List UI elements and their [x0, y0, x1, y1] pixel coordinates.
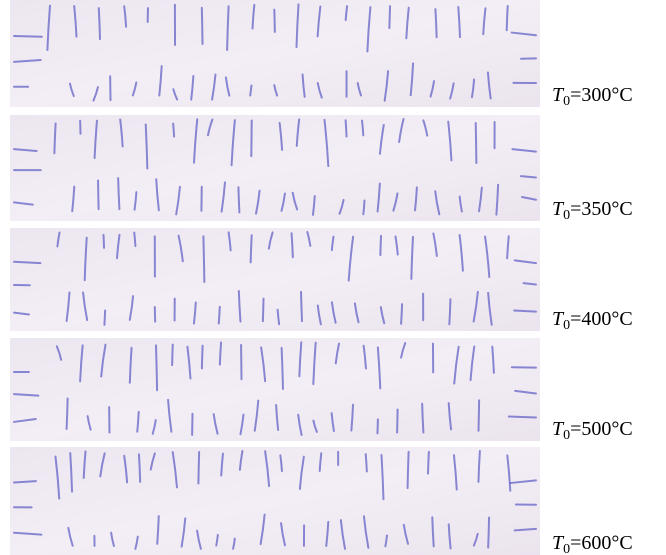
specimen-photo: [10, 228, 540, 331]
crack: [103, 235, 104, 248]
crack: [118, 178, 119, 209]
crack: [99, 8, 100, 39]
temperature-label: T0=500°C: [552, 418, 633, 443]
crack: [449, 299, 450, 324]
crack: [363, 200, 364, 214]
value: =350°C: [570, 198, 633, 220]
crack: [98, 180, 99, 209]
edge-crack: [509, 416, 536, 417]
edge-crack: [14, 262, 40, 263]
temperature-label: T0=400°C: [552, 308, 633, 333]
crack: [104, 311, 105, 325]
crack: [139, 454, 140, 482]
crack: [401, 304, 402, 324]
crack: [202, 8, 203, 44]
subscript: 0: [563, 428, 570, 443]
crack: [202, 346, 203, 369]
crack: [478, 400, 479, 430]
crack: [172, 345, 173, 365]
crack: [238, 187, 239, 212]
crack: [220, 342, 221, 364]
specimen-photo: [10, 447, 540, 555]
crack: [380, 236, 381, 255]
subscript: 0: [563, 318, 570, 333]
crack: [366, 454, 367, 471]
temperature-label: T0=600°C: [552, 532, 633, 555]
crack: [198, 452, 199, 484]
crack: [134, 233, 135, 247]
crack: [292, 233, 293, 257]
crack: [362, 121, 363, 136]
crack: [263, 299, 264, 322]
crack: [488, 518, 489, 548]
specimen-photo: [10, 115, 540, 221]
crack: [346, 120, 347, 136]
crack: [435, 9, 436, 37]
crack: [282, 348, 283, 389]
crack: [250, 85, 251, 95]
page: T0=300°C T0=350°C T0=400°C T0=500°C T0=600°C…: [0, 0, 666, 555]
crack: [203, 236, 204, 282]
crack: [173, 124, 174, 137]
crack: [67, 399, 68, 429]
figure: T0=300°C T0=350°C T0=400°C T0=500°C T0=600°C: [0, 0, 666, 555]
crack: [422, 404, 423, 433]
edge-crack: [524, 283, 536, 284]
specimen-photo: [10, 338, 540, 441]
temperature-label: T0=350°C: [552, 198, 633, 223]
crack: [476, 123, 477, 163]
subscript: 0: [563, 542, 570, 555]
crack: [54, 124, 55, 154]
crack: [251, 235, 252, 262]
subscript: 0: [563, 208, 570, 223]
specimen-photo: [10, 0, 540, 107]
crack: [507, 6, 508, 30]
edge-crack: [14, 36, 42, 37]
value: =400°C: [570, 308, 633, 330]
crack: [274, 10, 275, 32]
crack: [408, 452, 409, 488]
edge-crack: [514, 311, 536, 312]
specimen-plate: [10, 447, 540, 555]
edge-crack: [521, 176, 536, 177]
value: =500°C: [570, 418, 633, 440]
value: =600°C: [570, 532, 633, 554]
crack: [301, 292, 302, 321]
temperature-label: T0=300°C: [552, 84, 633, 109]
value: =300°C: [570, 84, 633, 106]
crack: [156, 345, 157, 390]
subscript: 0: [563, 94, 570, 109]
crack: [219, 307, 220, 324]
crack: [389, 6, 390, 28]
crack: [428, 452, 429, 474]
